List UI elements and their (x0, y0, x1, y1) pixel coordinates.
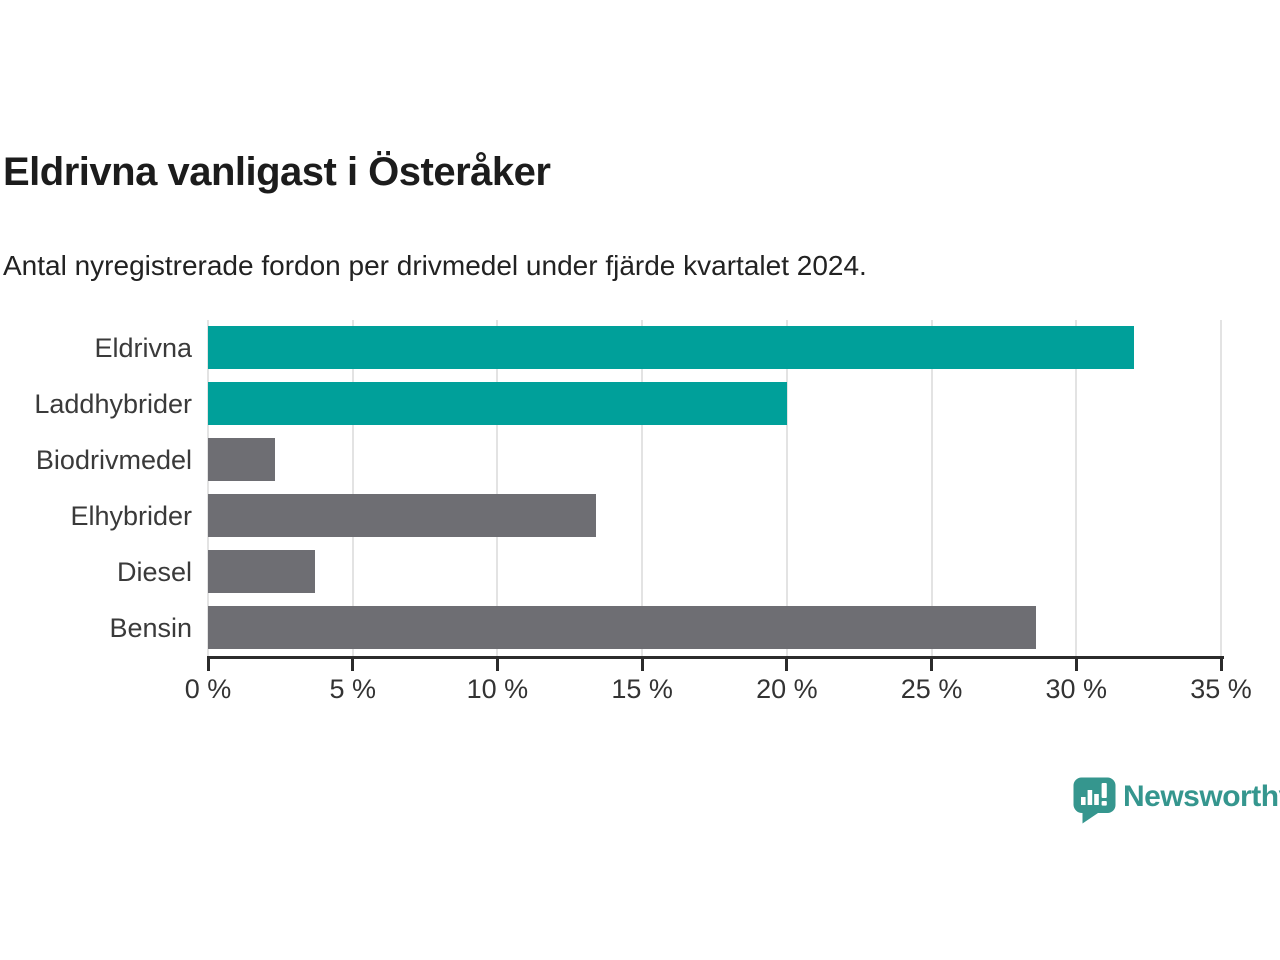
bar (208, 438, 275, 481)
x-axis-line (207, 656, 1224, 659)
x-tick (1074, 658, 1078, 671)
x-tick-label: 5 % (329, 674, 376, 704)
x-tick-label: 25 % (900, 674, 963, 704)
gridline (641, 320, 644, 656)
bar (208, 606, 1036, 649)
category-label: Diesel (116, 557, 192, 587)
bar-row: Bensin (0, 600, 1280, 656)
newsworthy-logo-text: Newsworthy (1123, 780, 1280, 813)
x-tick-label: 15 % (611, 674, 673, 704)
bar-row: Elhybrider (0, 488, 1280, 544)
gridline (207, 320, 209, 656)
x-tick (351, 658, 355, 671)
gridline (351, 320, 354, 656)
x-tick (206, 658, 210, 671)
x-tick-label: 0 % (184, 674, 232, 704)
x-tick (930, 658, 934, 671)
bar-row: Laddhybrider (0, 376, 1280, 432)
newsworthy-speech-bubble-icon (1073, 777, 1116, 824)
gridline (496, 320, 499, 656)
chart-subtitle: Antal nyregistrerade fordon per drivmede… (3, 250, 867, 281)
category-label: Laddhybrider (34, 389, 192, 419)
bar-chart: Eldrivna Laddhybrider Biodrivmedel Elhybrid… (0, 320, 1280, 710)
bar (208, 494, 596, 537)
gridline (1220, 320, 1222, 656)
newsworthy-logo: Newsworthy (1073, 777, 1280, 824)
x-tick (495, 658, 499, 671)
logo-bars-glyph (1081, 783, 1107, 806)
bar (208, 550, 316, 593)
gridline (785, 320, 788, 656)
gridline (1075, 320, 1078, 656)
bar (208, 382, 787, 425)
x-tick (785, 658, 789, 671)
bar-row: Eldrivna (0, 320, 1280, 376)
gridline (930, 320, 933, 656)
category-label: Bensin (109, 613, 192, 643)
category-label: Biodrivmedel (35, 445, 192, 475)
category-label: Elhybrider (70, 501, 192, 531)
x-tick-label: 10 % (466, 674, 529, 704)
category-label: Eldrivna (94, 333, 192, 363)
x-tick (1219, 658, 1223, 671)
chart-title: Eldrivna vanligast i Österåker (3, 150, 551, 194)
bar-row: Biodrivmedel (0, 432, 1280, 488)
x-tick (640, 658, 644, 671)
bar-row: Diesel (0, 544, 1280, 600)
bar (208, 326, 1135, 369)
x-tick-label: 35 % (1190, 674, 1252, 704)
x-tick-label: 30 % (1045, 674, 1108, 704)
x-tick-label: 20 % (756, 674, 818, 704)
